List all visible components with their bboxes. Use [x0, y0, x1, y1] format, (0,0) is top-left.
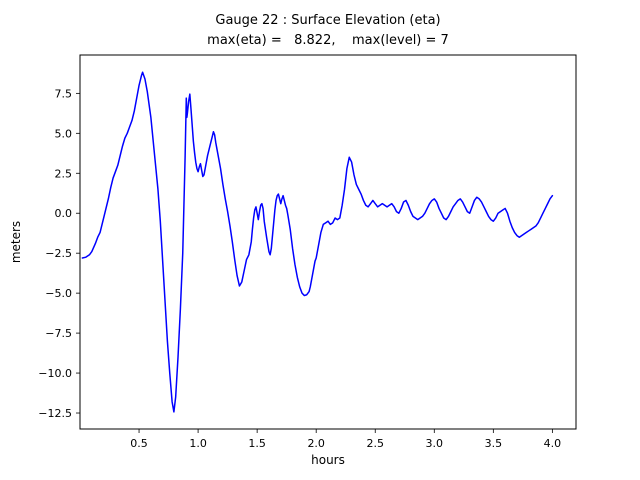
- chart-title: Gauge 22 : Surface Elevation (eta): [215, 13, 440, 28]
- x-tick-label: 3.0: [426, 437, 444, 450]
- x-tick-label: 2.5: [366, 437, 384, 450]
- y-tick-label: −10.0: [38, 367, 72, 380]
- y-tick-label: 5.0: [55, 127, 73, 140]
- x-axis-label: hours: [311, 453, 345, 467]
- x-tick-label: 2.0: [307, 437, 325, 450]
- y-tick-label: 2.5: [55, 167, 73, 180]
- y-tick-label: −12.5: [38, 407, 72, 420]
- x-tick-label: 1.5: [248, 437, 266, 450]
- x-tick-label: 0.5: [130, 437, 148, 450]
- data-line-eta: [81, 71, 554, 413]
- y-tick-label: 0.0: [55, 207, 73, 220]
- x-tick-label: 4.0: [544, 437, 562, 450]
- y-tick-label: 7.5: [55, 87, 73, 100]
- x-tick-label: 3.5: [485, 437, 503, 450]
- y-tick-label: −2.5: [45, 247, 72, 260]
- axes-frame: [79, 54, 577, 430]
- y-tick-label: −5.0: [45, 287, 72, 300]
- y-axis-label: meters: [9, 221, 23, 263]
- y-tick-label: −7.5: [45, 327, 72, 340]
- x-tick-label: 1.0: [189, 437, 207, 450]
- plot-area: 0.5 1.0 1.5 2.0 2.5 3.0 3.5 4.0 −12.5 −10.0 −7.5 −5…: [38, 54, 577, 450]
- chart-subtitle: max(eta) = 8.822, max(level) = 7: [207, 33, 449, 48]
